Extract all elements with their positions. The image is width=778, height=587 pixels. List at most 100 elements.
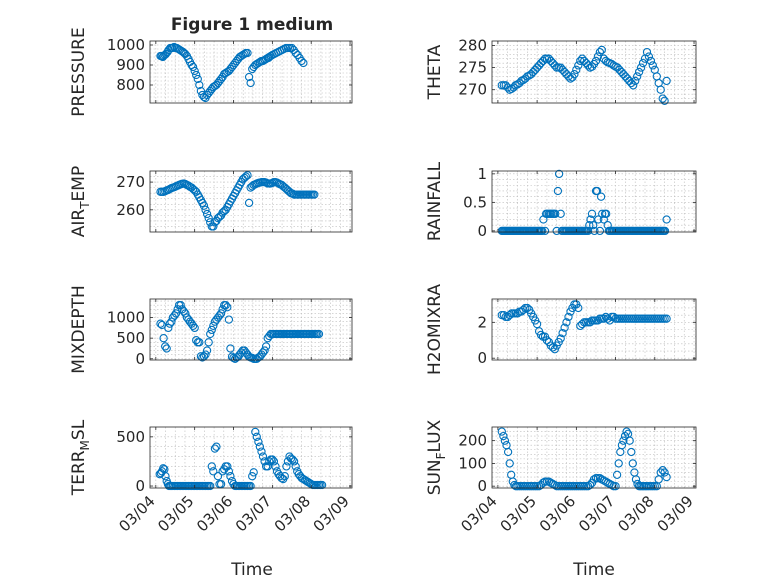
data-point — [548, 343, 557, 352]
data-point — [631, 475, 641, 484]
data-point — [642, 47, 652, 57]
y-tick-label: 900 — [116, 56, 145, 74]
data-point — [595, 47, 605, 57]
data-point — [602, 209, 611, 218]
y-tick-label: 0 — [135, 477, 145, 495]
data-point — [564, 72, 573, 81]
panel-mixdepth: 0 500 1000 MIXDEPTH — [69, 285, 353, 374]
data-point — [589, 221, 598, 230]
x-axis-label-left: Time — [230, 560, 273, 580]
data-point — [658, 94, 667, 103]
data-point — [656, 85, 665, 94]
data-point — [271, 462, 280, 471]
x-tick-label: 03/04 — [457, 492, 500, 535]
data-point — [244, 198, 254, 208]
x-tick-label: 03/05 — [154, 492, 197, 535]
data-point — [560, 323, 569, 332]
panel-air_temp: 260 270 AIRTEMP — [69, 166, 353, 237]
series-sun_flux — [497, 427, 671, 491]
series-rainfall — [497, 169, 671, 236]
data-point — [513, 309, 522, 318]
data-point — [202, 346, 212, 355]
y-tick-label: 0.5 — [463, 193, 487, 211]
y-tick-label: 500 — [116, 428, 145, 446]
panel-rainfall: 0 0.5 1 RAINFALL — [425, 161, 697, 241]
data-point — [587, 62, 597, 71]
data-point — [572, 65, 581, 74]
data-point — [595, 226, 605, 236]
data-point — [538, 226, 547, 236]
data-point — [503, 83, 512, 92]
axes-box — [491, 170, 697, 233]
data-point — [216, 309, 226, 318]
data-point — [594, 215, 603, 224]
x-tick-label: 03/06 — [193, 492, 236, 535]
x-tick-label: 03/07 — [575, 492, 618, 535]
data-point — [261, 178, 271, 187]
data-point — [662, 215, 671, 224]
data-point — [201, 350, 210, 359]
x-tick-label: 03/07 — [232, 492, 275, 535]
series-air_temp — [156, 171, 319, 231]
data-point — [587, 209, 597, 218]
grid — [150, 41, 352, 103]
data-point — [619, 436, 628, 445]
data-point — [299, 58, 308, 68]
x-axis-label-right: Time — [572, 560, 615, 580]
data-point — [583, 226, 593, 236]
data-point — [603, 314, 612, 323]
data-point — [638, 58, 648, 68]
data-point — [204, 338, 213, 347]
x-tick-label: 03/08 — [614, 492, 657, 535]
data-point — [252, 432, 261, 441]
data-point — [268, 455, 277, 464]
y-tick-label: 0 — [477, 222, 487, 240]
data-point — [576, 56, 585, 66]
data-point — [497, 427, 506, 436]
data-point — [246, 481, 255, 491]
data-point — [552, 226, 561, 236]
data-point — [499, 431, 508, 441]
data-point — [646, 56, 656, 66]
data-point — [593, 52, 603, 61]
data-point — [599, 314, 608, 323]
axes-box — [149, 426, 353, 489]
y-tick-label: 270 — [116, 173, 145, 191]
data-point — [636, 63, 646, 72]
data-point — [289, 457, 299, 466]
panel-pressure: 800 900 1000 PRESSURE — [69, 27, 353, 117]
y-tick-label: 1000 — [107, 36, 145, 54]
panel-h2omixra: 0 2 H2OMIXRA — [425, 284, 697, 375]
data-point — [611, 482, 620, 491]
data-point — [585, 480, 595, 490]
data-point — [556, 209, 565, 218]
y-tick-label: 0 — [477, 477, 487, 495]
data-point — [257, 447, 266, 456]
axes-box — [149, 40, 353, 104]
data-point — [627, 447, 636, 457]
series-pressure — [156, 42, 308, 103]
data-point — [542, 336, 552, 345]
plot-area — [150, 427, 352, 488]
data-point — [554, 169, 564, 179]
data-point — [195, 80, 204, 90]
data-point — [243, 48, 252, 58]
data-point — [249, 468, 258, 477]
data-point — [282, 462, 291, 471]
y-axis-label: TERRMSL — [69, 419, 92, 496]
data-point — [241, 172, 251, 181]
data-point — [314, 329, 324, 339]
y-axis-label: PRESSURE — [69, 27, 89, 116]
data-point — [244, 72, 254, 82]
data-point — [523, 303, 532, 313]
y-axis-label: THETA — [425, 44, 445, 100]
data-point — [499, 310, 508, 320]
x-tick-label: 03/09 — [310, 492, 353, 535]
axes-box — [149, 298, 353, 361]
data-point — [251, 427, 260, 437]
data-point — [263, 462, 272, 471]
data-point — [503, 447, 513, 457]
data-point — [162, 344, 171, 353]
data-point — [258, 452, 268, 461]
